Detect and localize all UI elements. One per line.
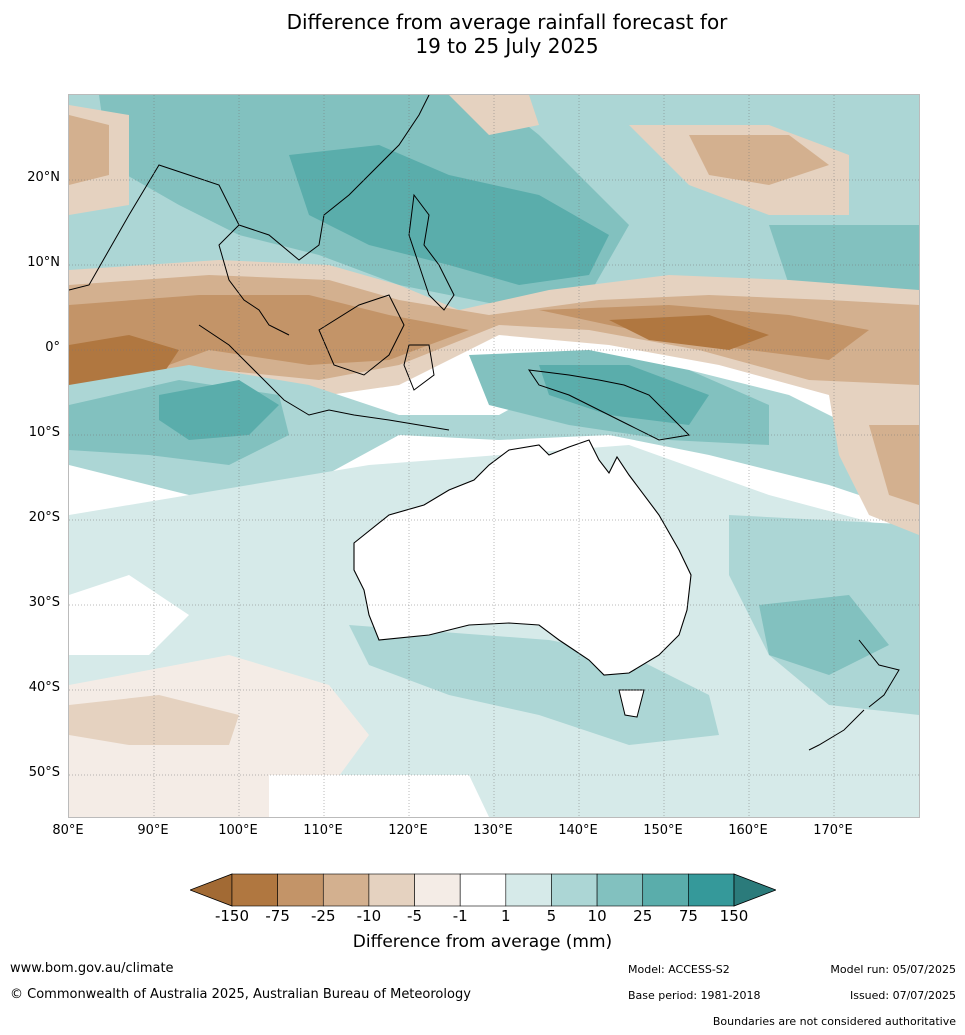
lon-label: 150°E — [643, 823, 683, 838]
lat-label: 0° — [45, 340, 60, 355]
colorbar-segment — [231, 873, 278, 907]
lon-label: 170°E — [813, 823, 853, 838]
maritime-continent-landmass — [198, 324, 450, 431]
lat-label: 20°N — [27, 170, 60, 185]
new-zealand-landmass — [858, 639, 900, 708]
anomaly-region — [769, 225, 919, 295]
lat-label: 10°S — [28, 425, 60, 440]
colorbar-tick-label: -10 — [356, 907, 382, 925]
colorbar-tick-label: -1 — [452, 907, 468, 925]
anomaly-region — [609, 315, 769, 350]
colorbar-segment — [642, 873, 689, 907]
colorbar-arrow-low — [190, 873, 233, 907]
maritime-continent-landmass — [403, 344, 435, 391]
model-run-date: Model run: 05/07/2025 — [830, 963, 956, 976]
colorbar-tick-label: 5 — [546, 907, 557, 925]
new-guinea-landmass — [527, 369, 691, 441]
anomaly-region — [869, 425, 919, 505]
new-zealand-landmass — [808, 709, 865, 751]
colorbar-segment — [551, 873, 598, 907]
copyright-text: © Commonwealth of Australia 2025, Austra… — [10, 987, 471, 1002]
anomaly-region — [69, 575, 189, 655]
colorbar-segment — [368, 873, 415, 907]
anomaly-region — [159, 380, 279, 440]
colorbar-segment — [277, 873, 324, 907]
colorbar-tick-label: 150 — [719, 907, 749, 925]
graticule — [69, 95, 919, 817]
lon-label: 100°E — [218, 823, 258, 838]
lat-label: 20°S — [28, 510, 60, 525]
anomaly-region — [69, 115, 109, 185]
lon-label: 160°E — [728, 823, 768, 838]
colorbar-tick-label: 25 — [633, 907, 653, 925]
model-name: Model: ACCESS-S2 — [628, 963, 730, 976]
colorbar-legend — [190, 873, 776, 907]
australia-landmass — [353, 439, 692, 676]
map-canvas — [69, 95, 919, 817]
colorbar-tick-label: -25 — [311, 907, 336, 925]
lon-label: 110°E — [303, 823, 343, 838]
colorbar-title: Difference from average (mm) — [352, 932, 613, 952]
lat-label: 10°N — [27, 255, 60, 270]
rainfall-anomaly-map — [68, 94, 920, 818]
anomaly-region — [269, 775, 489, 817]
asia-coastline — [238, 95, 430, 261]
colorbar-segment — [688, 873, 735, 907]
colorbar-segment — [596, 873, 644, 907]
title-line-2: 19 to 25 July 2025 — [415, 34, 599, 58]
issued-date: Issued: 07/07/2025 — [849, 989, 956, 1002]
colorbar-segment — [414, 873, 461, 907]
colorbar-tick-label: 75 — [678, 907, 698, 925]
maritime-continent-landmass — [318, 294, 405, 376]
title-line-1: Difference from average rainfall forecas… — [286, 10, 728, 34]
lon-label: 130°E — [473, 823, 513, 838]
anomaly-region — [689, 135, 829, 185]
lon-label: 90°E — [137, 823, 169, 838]
anomaly-region — [539, 365, 709, 425]
colorbar-segment — [459, 873, 507, 907]
colorbar-tick-label: 10 — [587, 907, 607, 925]
colorbar-tick-label: 1 — [501, 907, 511, 925]
anomaly-region — [449, 95, 539, 135]
lon-label: 80°E — [52, 823, 84, 838]
lat-label: 50°S — [28, 765, 60, 780]
base-period: Base period: 1981-2018 — [628, 989, 761, 1002]
anomaly-region — [759, 595, 889, 675]
colorbar-segment — [505, 873, 552, 907]
website-link[interactable]: www.bom.gov.au/climate — [10, 961, 174, 976]
lon-label: 120°E — [388, 823, 428, 838]
colorbar-tick-label: -75 — [265, 907, 290, 925]
colorbar-tick-label: -150 — [214, 907, 250, 925]
lat-label: 40°S — [28, 680, 60, 695]
colorbar-arrow-high — [733, 873, 776, 907]
lon-label: 140°E — [558, 823, 598, 838]
map-title: Difference from average rainfall forecas… — [0, 10, 965, 58]
colorbar-tick-label: -5 — [407, 907, 423, 925]
colorbar-segment — [322, 873, 370, 907]
philippines-landmass — [408, 193, 455, 311]
boundaries-disclaimer: Boundaries are not considered authoritat… — [712, 1015, 956, 1028]
lat-label: 30°S — [28, 595, 60, 610]
tasmania-landmass — [618, 689, 645, 718]
